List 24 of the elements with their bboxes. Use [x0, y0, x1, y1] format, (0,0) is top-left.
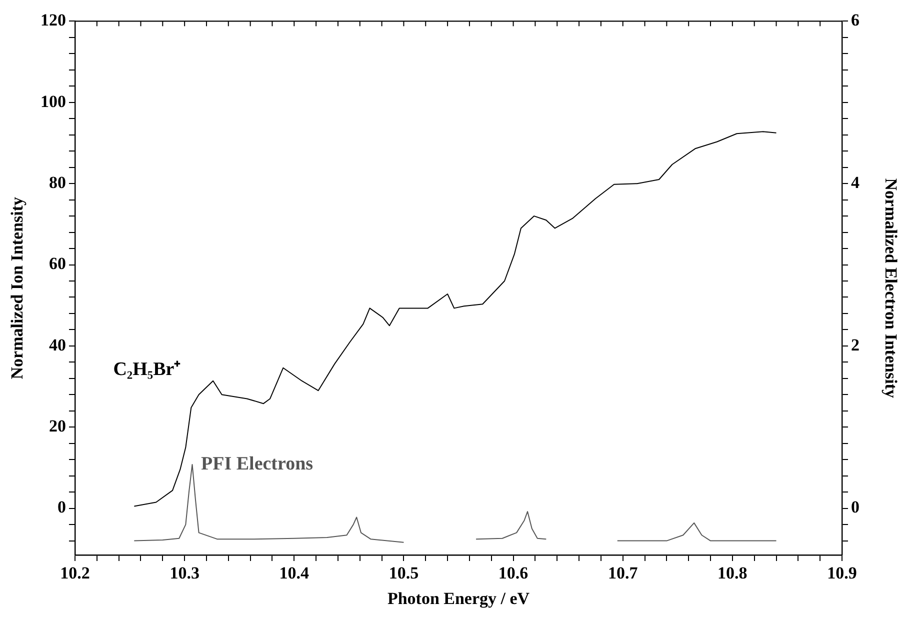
y-tick-label: 0 — [58, 498, 66, 517]
series-label: PFI Electrons — [201, 453, 314, 474]
y-tick-label: 100 — [40, 92, 66, 111]
y2-tick-label: 2 — [851, 335, 860, 354]
x-tick-label: 10.6 — [498, 564, 528, 583]
y-tick-label: 20 — [49, 416, 66, 436]
y2-tick-label: 4 — [851, 172, 860, 192]
x-tick-label: 10.9 — [827, 564, 857, 583]
y-tick-label: 60 — [49, 254, 66, 274]
x-tick-label: 10.3 — [170, 564, 200, 583]
y-tick-label: 120 — [40, 10, 66, 30]
x-tick-label: 10.4 — [279, 564, 310, 583]
y-tick-label: 80 — [49, 172, 66, 192]
x-tick-label: 10.2 — [60, 564, 90, 583]
x-tick-label: 10.7 — [608, 564, 638, 583]
y2-tick-label: 6 — [851, 10, 860, 30]
x-tick-label: 10.5 — [388, 564, 419, 583]
y-axis-title: Normalized Ion Intensity — [8, 196, 27, 380]
series-label: C₂H₅Br⁺ — [113, 359, 182, 380]
x-axis-title: Photon Energy / eV — [387, 589, 530, 608]
x-tick-label: 10.8 — [718, 564, 748, 583]
y2-axis-title: Normalized Electron Intensity — [881, 178, 900, 398]
y2-tick-label: 0 — [851, 498, 860, 517]
y-tick-label: 40 — [49, 335, 66, 354]
